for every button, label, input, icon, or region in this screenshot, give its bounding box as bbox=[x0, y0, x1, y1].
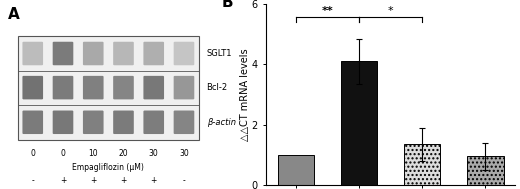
Text: 0: 0 bbox=[60, 149, 66, 158]
Text: 20: 20 bbox=[119, 149, 128, 158]
Text: 0: 0 bbox=[30, 149, 35, 158]
Text: -: - bbox=[183, 176, 185, 185]
Text: 10: 10 bbox=[88, 149, 98, 158]
Text: +: + bbox=[60, 176, 66, 185]
Text: SGLT1: SGLT1 bbox=[206, 49, 232, 58]
FancyBboxPatch shape bbox=[113, 42, 134, 65]
FancyBboxPatch shape bbox=[53, 111, 73, 134]
Text: +: + bbox=[120, 176, 127, 185]
Text: Bcl-2: Bcl-2 bbox=[206, 83, 228, 92]
FancyBboxPatch shape bbox=[174, 111, 194, 134]
Text: +: + bbox=[90, 176, 96, 185]
Text: *: * bbox=[388, 6, 393, 16]
FancyBboxPatch shape bbox=[18, 36, 199, 140]
Text: **: ** bbox=[321, 6, 333, 16]
Bar bbox=[278, 155, 314, 185]
Text: +: + bbox=[151, 176, 157, 185]
Bar bbox=[341, 61, 377, 185]
FancyBboxPatch shape bbox=[144, 42, 164, 65]
Y-axis label: △△CT mRNA levels: △△CT mRNA levels bbox=[240, 48, 250, 141]
FancyBboxPatch shape bbox=[144, 111, 164, 134]
FancyBboxPatch shape bbox=[22, 42, 43, 65]
Text: 30: 30 bbox=[149, 149, 159, 158]
FancyBboxPatch shape bbox=[83, 42, 103, 65]
FancyBboxPatch shape bbox=[174, 76, 194, 99]
FancyBboxPatch shape bbox=[53, 76, 73, 99]
Bar bbox=[404, 144, 440, 185]
Text: Empagliflozin (μM): Empagliflozin (μM) bbox=[72, 163, 145, 172]
Title: SGLT1: SGLT1 bbox=[367, 0, 414, 3]
FancyBboxPatch shape bbox=[83, 111, 103, 134]
Text: 30: 30 bbox=[179, 149, 189, 158]
FancyBboxPatch shape bbox=[22, 111, 43, 134]
Text: B: B bbox=[222, 0, 233, 10]
Text: β-actin: β-actin bbox=[206, 118, 236, 127]
FancyBboxPatch shape bbox=[53, 42, 73, 65]
FancyBboxPatch shape bbox=[83, 76, 103, 99]
FancyBboxPatch shape bbox=[113, 111, 134, 134]
FancyBboxPatch shape bbox=[22, 76, 43, 99]
FancyBboxPatch shape bbox=[144, 76, 164, 99]
FancyBboxPatch shape bbox=[113, 76, 134, 99]
Text: A: A bbox=[8, 7, 19, 22]
Text: -: - bbox=[31, 176, 34, 185]
Bar bbox=[467, 156, 503, 185]
FancyBboxPatch shape bbox=[174, 42, 194, 65]
